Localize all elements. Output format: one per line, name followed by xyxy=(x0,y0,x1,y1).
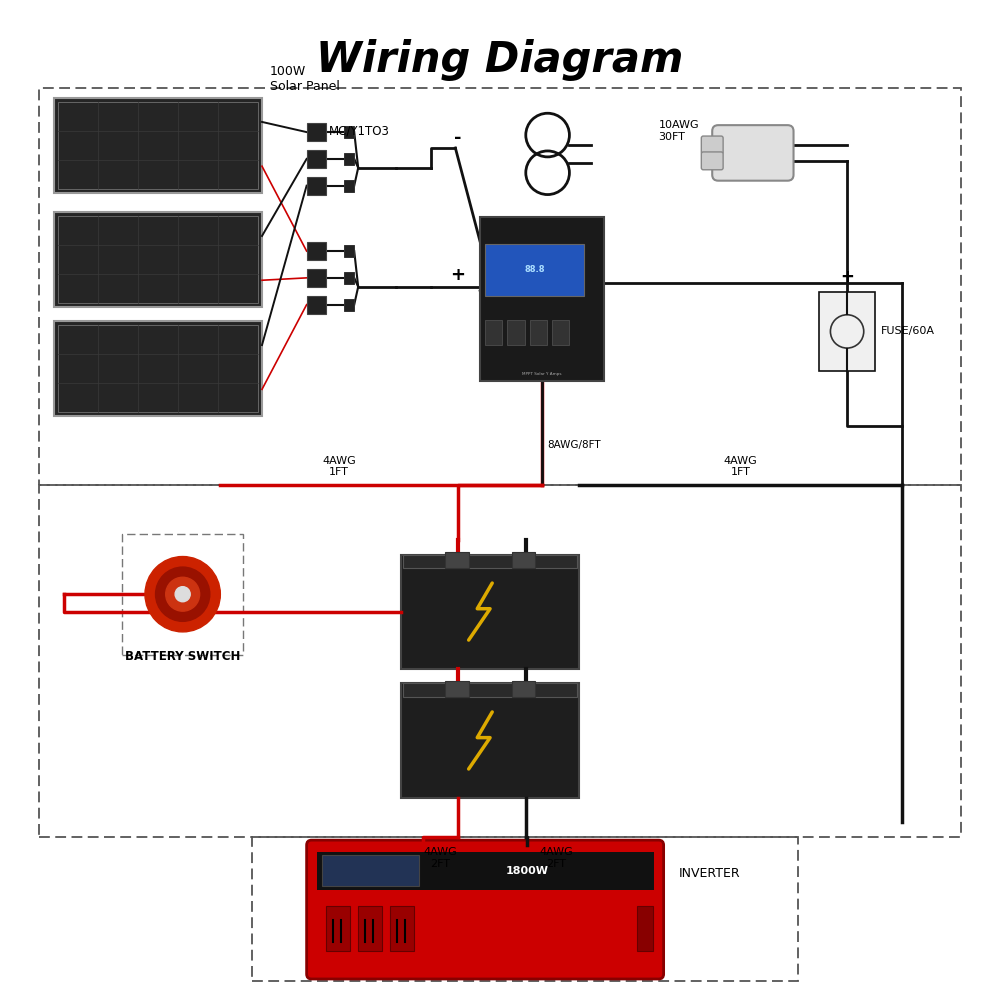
FancyBboxPatch shape xyxy=(344,299,354,311)
FancyBboxPatch shape xyxy=(54,212,262,307)
FancyBboxPatch shape xyxy=(552,320,569,345)
Text: 4AWG
1FT: 4AWG 1FT xyxy=(724,456,757,477)
FancyBboxPatch shape xyxy=(507,320,525,345)
FancyBboxPatch shape xyxy=(712,125,794,181)
Text: 1800W: 1800W xyxy=(505,866,548,876)
Text: 4AWG
2FT: 4AWG 2FT xyxy=(539,847,573,869)
FancyBboxPatch shape xyxy=(307,177,326,195)
Circle shape xyxy=(166,577,200,611)
Text: 4AWG
1FT: 4AWG 1FT xyxy=(322,456,356,477)
FancyBboxPatch shape xyxy=(401,555,579,669)
FancyBboxPatch shape xyxy=(307,269,326,287)
Text: Wiring Diagram: Wiring Diagram xyxy=(316,39,684,81)
FancyBboxPatch shape xyxy=(358,906,382,951)
FancyBboxPatch shape xyxy=(344,153,354,165)
Text: +: + xyxy=(450,266,465,284)
Text: FUSE/60A: FUSE/60A xyxy=(881,326,935,336)
FancyBboxPatch shape xyxy=(401,683,579,798)
Circle shape xyxy=(175,587,190,602)
FancyBboxPatch shape xyxy=(403,555,577,568)
FancyBboxPatch shape xyxy=(344,272,354,284)
FancyBboxPatch shape xyxy=(403,683,577,697)
FancyBboxPatch shape xyxy=(54,321,262,416)
Text: 8AWG/8FT: 8AWG/8FT xyxy=(547,440,601,450)
FancyBboxPatch shape xyxy=(307,296,326,314)
FancyBboxPatch shape xyxy=(307,123,326,141)
FancyBboxPatch shape xyxy=(445,681,469,697)
FancyBboxPatch shape xyxy=(637,906,653,951)
FancyBboxPatch shape xyxy=(445,552,469,568)
Text: MC/Y1TO3: MC/Y1TO3 xyxy=(328,125,389,138)
FancyBboxPatch shape xyxy=(701,152,723,170)
Text: 4AWG
2FT: 4AWG 2FT xyxy=(423,847,457,869)
FancyBboxPatch shape xyxy=(512,552,535,568)
FancyBboxPatch shape xyxy=(307,150,326,168)
Text: INVERTER: INVERTER xyxy=(679,867,740,880)
FancyBboxPatch shape xyxy=(307,840,664,979)
Text: +: + xyxy=(840,268,854,286)
FancyBboxPatch shape xyxy=(344,180,354,192)
FancyBboxPatch shape xyxy=(480,217,604,381)
FancyBboxPatch shape xyxy=(344,245,354,257)
Text: BATTERY SWITCH: BATTERY SWITCH xyxy=(125,650,240,663)
FancyBboxPatch shape xyxy=(317,852,654,890)
FancyBboxPatch shape xyxy=(322,855,419,886)
FancyBboxPatch shape xyxy=(344,126,354,138)
FancyBboxPatch shape xyxy=(819,292,875,371)
Circle shape xyxy=(145,557,220,632)
FancyBboxPatch shape xyxy=(326,906,350,951)
FancyBboxPatch shape xyxy=(485,320,502,345)
FancyBboxPatch shape xyxy=(307,242,326,260)
Text: 100W
Solar Panel: 100W Solar Panel xyxy=(270,65,340,93)
FancyBboxPatch shape xyxy=(512,681,535,697)
Circle shape xyxy=(156,567,210,621)
FancyBboxPatch shape xyxy=(530,320,547,345)
Text: -: - xyxy=(454,129,461,147)
FancyBboxPatch shape xyxy=(701,136,723,154)
Text: MPPT Solar Y Amps: MPPT Solar Y Amps xyxy=(522,372,562,376)
FancyBboxPatch shape xyxy=(54,98,262,193)
FancyBboxPatch shape xyxy=(485,244,584,296)
FancyBboxPatch shape xyxy=(390,906,414,951)
Text: 10AWG
30FT: 10AWG 30FT xyxy=(659,120,699,142)
Text: 88.8: 88.8 xyxy=(524,265,545,274)
